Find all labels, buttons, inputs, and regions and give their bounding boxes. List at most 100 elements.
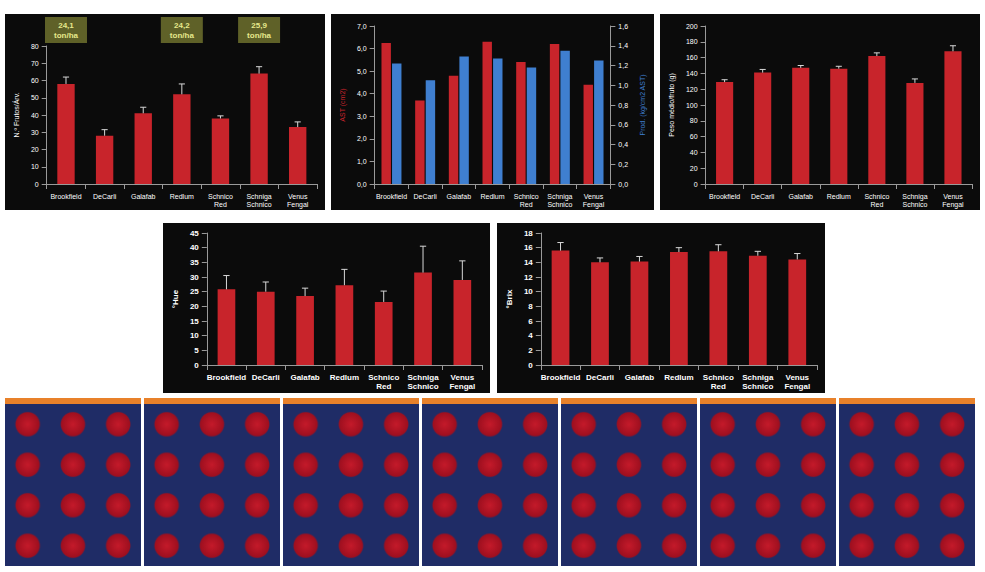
svg-text:40: 40 (690, 149, 698, 156)
svg-text:°Hue: °Hue (171, 289, 180, 308)
svg-text:Schniga: Schniga (547, 193, 572, 201)
svg-text:0: 0 (528, 361, 533, 370)
svg-text:7,0: 7,0 (357, 23, 367, 30)
svg-text:45: 45 (190, 229, 199, 238)
svg-text:160: 160 (686, 54, 698, 61)
svg-text:Schnico: Schnico (208, 193, 233, 200)
svg-text:DeCarli: DeCarli (413, 193, 437, 200)
svg-text:2,0: 2,0 (357, 135, 367, 142)
svg-text:Venus: Venus (785, 373, 809, 382)
svg-text:70: 70 (31, 60, 39, 67)
svg-text:Schnico: Schnico (902, 201, 927, 208)
svg-text:0,6: 0,6 (618, 121, 628, 128)
svg-text:Schnico: Schnico (514, 193, 539, 200)
svg-text:0: 0 (694, 181, 698, 188)
svg-text:0,4: 0,4 (618, 141, 628, 148)
svg-text:35: 35 (190, 258, 199, 267)
svg-text:Schniga: Schniga (246, 193, 271, 201)
svg-text:Schnico: Schnico (407, 382, 438, 391)
svg-text:100: 100 (686, 102, 698, 109)
svg-text:Schniga: Schniga (902, 193, 927, 201)
svg-text:Schnico: Schnico (247, 201, 272, 208)
svg-text:Fengal: Fengal (583, 201, 605, 209)
svg-text:Schnico: Schnico (368, 373, 399, 382)
svg-text:20: 20 (690, 165, 698, 172)
svg-text:0,0: 0,0 (357, 181, 367, 188)
svg-text:Galafab: Galafab (625, 373, 654, 382)
svg-text:1,0: 1,0 (357, 158, 367, 165)
svg-text:Fengal: Fengal (942, 201, 964, 209)
svg-text:1,6: 1,6 (618, 23, 628, 30)
svg-text:ton/ha: ton/ha (247, 31, 272, 40)
svg-text:DeCarli: DeCarli (586, 373, 614, 382)
svg-text:6,0: 6,0 (357, 45, 367, 52)
svg-text:20: 20 (31, 146, 39, 153)
svg-text:20: 20 (190, 302, 199, 311)
svg-text:2: 2 (528, 346, 533, 355)
svg-text:Brookfield: Brookfield (709, 193, 740, 200)
svg-text:24,2: 24,2 (174, 21, 190, 30)
svg-text:24,1: 24,1 (58, 21, 74, 30)
svg-text:25: 25 (190, 287, 199, 296)
svg-text:DeCarli: DeCarli (93, 193, 117, 200)
svg-text:Schnico: Schnico (703, 373, 734, 382)
svg-text:Venus: Venus (943, 193, 963, 200)
svg-text:1,4: 1,4 (618, 42, 628, 49)
svg-text:AST (cm2): AST (cm2) (339, 88, 347, 121)
svg-text:Prod. (kg/cm2 AST): Prod. (kg/cm2 AST) (639, 74, 647, 135)
svg-text:Venus: Venus (451, 373, 475, 382)
svg-text:8: 8 (528, 302, 533, 311)
svg-text:Schniga: Schniga (742, 373, 774, 382)
svg-text:Brookfield: Brookfield (376, 193, 407, 200)
svg-text:DeCarli: DeCarli (252, 373, 280, 382)
svg-text:0,2: 0,2 (618, 161, 628, 168)
svg-text:Red: Red (711, 382, 726, 391)
svg-text:Venus: Venus (288, 193, 308, 200)
svg-text:N.º Frutos/Árv.: N.º Frutos/Árv. (12, 92, 20, 137)
svg-text:30: 30 (31, 129, 39, 136)
svg-text:Redlum: Redlum (480, 193, 504, 200)
svg-text:Schnico: Schnico (742, 382, 773, 391)
svg-text:200: 200 (686, 23, 698, 30)
svg-text:120: 120 (686, 86, 698, 93)
svg-text:15: 15 (190, 317, 199, 326)
svg-text:1,0: 1,0 (618, 82, 628, 89)
svg-text:Brookfield: Brookfield (541, 373, 581, 382)
svg-text:10: 10 (31, 163, 39, 170)
svg-text:Brookfield: Brookfield (207, 373, 247, 382)
svg-text:25,9: 25,9 (251, 21, 267, 30)
svg-text:Redlum: Redlum (170, 193, 194, 200)
svg-text:18: 18 (524, 229, 533, 238)
svg-text:1,2: 1,2 (618, 62, 628, 69)
svg-text:Redlum: Redlum (664, 373, 693, 382)
svg-text:Red: Red (376, 382, 391, 391)
svg-text:°Brix: °Brix (505, 289, 514, 308)
svg-text:Red: Red (214, 201, 227, 208)
svg-text:40: 40 (190, 243, 199, 252)
svg-text:180: 180 (686, 38, 698, 45)
svg-text:0,8: 0,8 (618, 102, 628, 109)
svg-text:12: 12 (524, 273, 533, 282)
svg-text:0,0: 0,0 (618, 181, 628, 188)
svg-text:14: 14 (524, 258, 533, 267)
svg-text:Red: Red (870, 201, 883, 208)
svg-text:ton/ha: ton/ha (54, 31, 79, 40)
svg-text:Schnico: Schnico (547, 201, 572, 208)
svg-text:16: 16 (524, 243, 533, 252)
svg-text:6: 6 (528, 317, 533, 326)
svg-text:Redlum: Redlum (330, 373, 359, 382)
svg-text:0: 0 (194, 361, 199, 370)
svg-text:Peso médio/fruto (g): Peso médio/fruto (g) (668, 73, 676, 136)
svg-text:Schnico: Schnico (864, 193, 889, 200)
svg-text:Fengal: Fengal (784, 382, 810, 391)
svg-text:60: 60 (690, 133, 698, 140)
svg-text:0: 0 (35, 181, 39, 188)
svg-text:50: 50 (31, 94, 39, 101)
svg-text:Venus: Venus (584, 193, 604, 200)
svg-text:5: 5 (194, 346, 199, 355)
svg-text:Galafab: Galafab (131, 193, 156, 200)
svg-text:4: 4 (528, 331, 533, 340)
svg-text:Galafab: Galafab (788, 193, 813, 200)
svg-text:140: 140 (686, 70, 698, 77)
svg-text:80: 80 (31, 43, 39, 50)
